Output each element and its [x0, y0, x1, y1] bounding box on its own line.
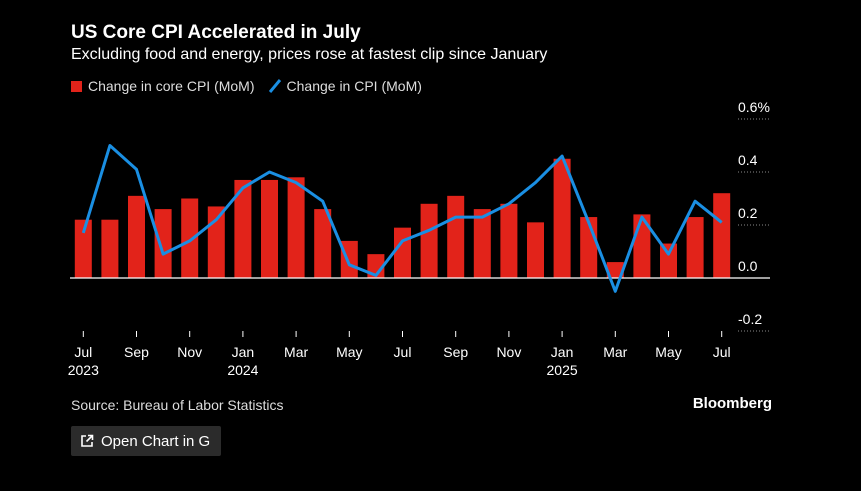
core-cpi-bar [128, 195, 145, 278]
y-tick-label: -0.2 [738, 311, 762, 327]
x-tick-year-label: 2023 [68, 362, 99, 378]
legend-line-swatch [268, 79, 281, 93]
core-cpi-bar [660, 243, 677, 278]
x-tick-label: May [336, 344, 362, 360]
chart-subtitle: Excluding food and energy, prices rose a… [71, 46, 548, 63]
source-note: Source: Bureau of Labor Statistics [71, 397, 284, 413]
core-cpi-bar [340, 240, 358, 278]
y-tick-label: 0.2 [738, 205, 758, 221]
core-cpi-bar [287, 177, 305, 278]
x-tick-year-label: 2025 [547, 362, 578, 378]
core-cpi-bar [234, 179, 252, 278]
y-tick-label: 0.0 [738, 258, 758, 274]
x-tick-label: Sep [124, 344, 149, 360]
x-tick-label: Jul [394, 344, 412, 360]
core-cpi-bar [713, 193, 731, 278]
x-tick-label: Jan [551, 344, 574, 360]
core-cpi-bar [74, 219, 92, 278]
legend-bar-label: Change in core CPI (MoM) [88, 78, 255, 94]
core-cpi-bar [553, 158, 571, 278]
core-cpi-bar [527, 222, 544, 278]
core-cpi-bar [314, 209, 332, 278]
core-cpi-bar [473, 209, 491, 278]
core-cpi-bar [207, 206, 225, 278]
core-cpi-bar [394, 227, 411, 278]
core-cpi-bar [154, 209, 172, 278]
cpi-line [81, 144, 723, 293]
open-chart-label: Open Chart in G [101, 432, 211, 450]
legend: Change in core CPI (MoM) Change in CPI (… [71, 78, 422, 94]
y-tick-label: 0.6% [738, 99, 770, 115]
legend-bar-swatch [71, 80, 82, 92]
core-cpi-bar [500, 203, 518, 278]
x-tick-label: Sep [443, 344, 468, 360]
bloomberg-logo: Bloomberg [692, 395, 772, 412]
x-tick-label: May [655, 344, 681, 360]
core-cpi-bar [447, 195, 465, 278]
legend-line-label: Change in CPI (MoM) [286, 78, 422, 94]
external-link-icon [81, 434, 94, 447]
y-tick-label: 0.4 [738, 152, 758, 168]
x-tick-label: Mar [284, 344, 308, 360]
core-cpi-bar [261, 179, 278, 278]
open-chart-button[interactable]: Open Chart in G [71, 426, 221, 456]
core-cpi-bar [686, 217, 704, 278]
x-tick-label: Jul [713, 344, 731, 360]
core-cpi-bar [101, 219, 119, 278]
x-tick-label: Nov [496, 344, 521, 360]
x-tick-label: Nov [177, 344, 202, 360]
x-tick-label: Jul [74, 344, 92, 360]
x-tick-year-label: 2024 [227, 362, 258, 378]
x-tick-label: Mar [603, 344, 627, 360]
core-cpi-bar [181, 198, 199, 278]
core-cpi-bar [420, 203, 438, 278]
x-tick-label: Jan [232, 344, 255, 360]
core-cpi-bar [606, 262, 624, 278]
chart-title: US Core CPI Accelerated in July [71, 22, 361, 43]
